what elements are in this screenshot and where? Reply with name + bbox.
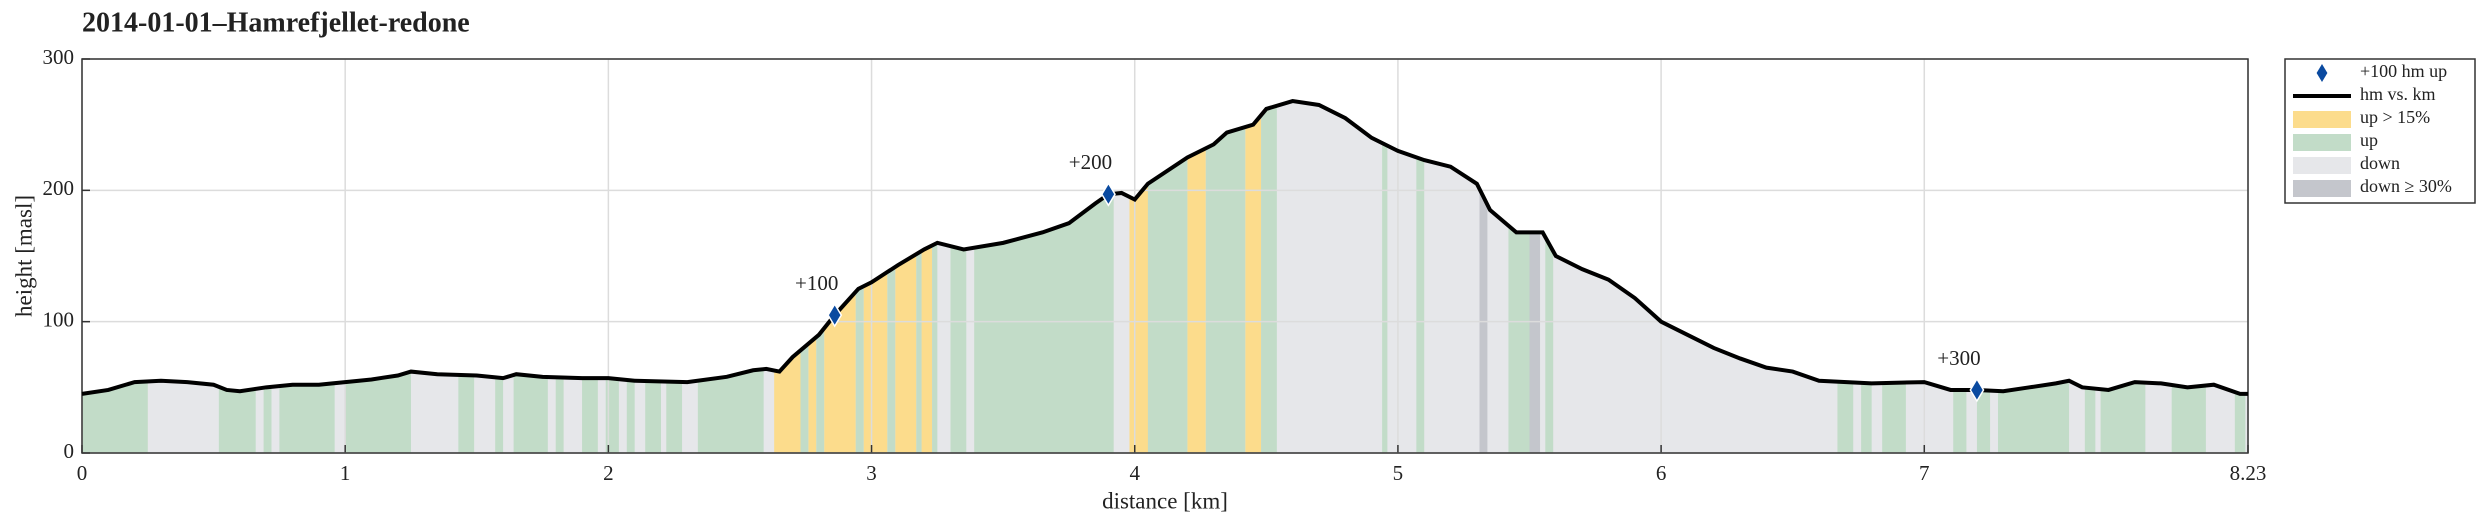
band xyxy=(1953,101,1967,453)
band xyxy=(950,101,967,453)
marker xyxy=(827,302,843,328)
y-axis-label: height [masl] xyxy=(11,195,36,317)
plot-frame xyxy=(81,58,2249,454)
band xyxy=(1529,101,1541,453)
band xyxy=(974,101,1114,453)
band xyxy=(2171,101,2206,453)
band xyxy=(1129,101,1151,453)
legend-marker xyxy=(2316,64,2328,82)
band xyxy=(1187,101,1206,453)
band xyxy=(495,101,504,453)
marker-label: +100 xyxy=(795,271,838,295)
x-tick-label: 0 xyxy=(77,461,88,485)
band xyxy=(2100,101,2146,453)
y-tick-label: 300 xyxy=(43,45,75,69)
x-tick-label: 5 xyxy=(1393,461,1404,485)
legend-label: down xyxy=(2360,153,2400,173)
x-tick-label: 8.23 xyxy=(2230,461,2267,485)
band xyxy=(582,101,598,453)
marker xyxy=(1100,181,1116,207)
legend-label: +100 hm up xyxy=(2360,61,2447,81)
band xyxy=(666,101,683,453)
band xyxy=(2084,101,2096,453)
legend-swatch xyxy=(2293,157,2351,174)
band xyxy=(1416,101,1425,453)
band xyxy=(1147,101,1188,453)
legend-swatch xyxy=(2293,111,2351,128)
x-tick-label: 2 xyxy=(603,461,614,485)
band xyxy=(855,101,864,453)
legend-label: down ≥ 30% xyxy=(2360,176,2452,196)
legend-swatch xyxy=(2293,134,2351,151)
band xyxy=(345,101,411,453)
x-tick-label: 7 xyxy=(1919,461,1930,485)
band xyxy=(863,101,888,453)
marker xyxy=(1969,377,1985,403)
band xyxy=(1545,101,1554,453)
band xyxy=(513,101,548,453)
x-tick-label: 4 xyxy=(1129,461,1140,485)
y-tick-label: 100 xyxy=(43,307,75,331)
band xyxy=(645,101,662,453)
band xyxy=(824,101,856,453)
band xyxy=(808,101,817,453)
band xyxy=(1479,101,1488,453)
chart-title: 2014-01-01–Hamrefjellet-redone xyxy=(82,7,470,38)
x-tick-label: 6 xyxy=(1656,461,1667,485)
band xyxy=(218,101,256,453)
band xyxy=(816,101,825,453)
x-tick-label: 1 xyxy=(340,461,351,485)
x-axis-label: distance [km] xyxy=(1102,488,1228,513)
band xyxy=(263,101,272,453)
band xyxy=(916,101,922,453)
band xyxy=(697,101,764,453)
band xyxy=(1205,101,1246,453)
y-tick-label: 0 xyxy=(64,439,75,463)
band xyxy=(458,101,475,453)
x-tick-label: 3 xyxy=(866,461,877,485)
band xyxy=(1261,101,1277,453)
legend-swatch xyxy=(2293,180,2351,197)
marker-label: +200 xyxy=(1069,150,1112,174)
band xyxy=(1382,101,1388,453)
y-tick-label: 200 xyxy=(43,176,75,200)
band xyxy=(555,101,564,453)
band xyxy=(800,101,809,453)
legend-label: hm vs. km xyxy=(2360,84,2436,104)
band xyxy=(1997,101,2070,453)
band xyxy=(887,101,896,453)
band xyxy=(921,101,933,453)
band xyxy=(626,101,635,453)
legend-label: up xyxy=(2360,130,2378,150)
band xyxy=(1882,101,1906,453)
bands xyxy=(82,101,2248,453)
band xyxy=(279,101,335,453)
legend-label: up > 15% xyxy=(2360,107,2430,127)
band xyxy=(1245,101,1262,453)
band xyxy=(774,101,801,453)
profile-line xyxy=(81,98,2248,396)
legend-box xyxy=(2284,58,2476,204)
band xyxy=(932,101,938,453)
band xyxy=(1861,101,1872,453)
band xyxy=(1837,101,1854,453)
marker-label: +300 xyxy=(1937,346,1980,370)
